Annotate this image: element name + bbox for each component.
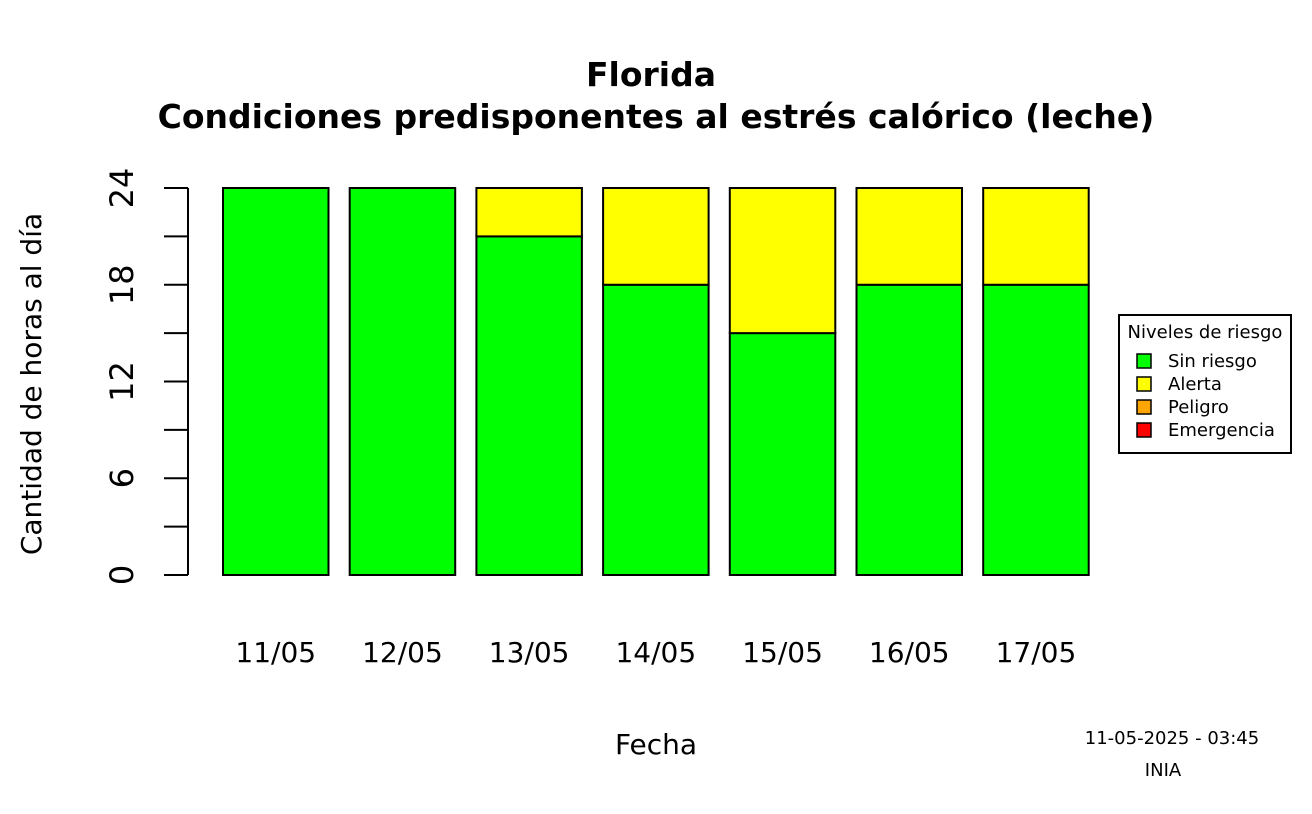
legend-label-emergencia: Emergencia [1168, 420, 1275, 441]
footer-timestamp: 11-05-2025 - 03:45 [1085, 728, 1259, 749]
bar-14-05-sin-riesgo [602, 283, 710, 576]
y-axis: 0 6 12 18 24 [103, 168, 189, 585]
bar-13-05-alerta [475, 187, 583, 238]
chart-subtitle: Condiciones predisponentes al estrés cal… [158, 97, 1155, 136]
legend-box [1118, 314, 1292, 454]
legend: Niveles de riesgo Sin riesgoAlertaPeligr… [1118, 314, 1292, 454]
bar-16-05-sin-riesgo [855, 283, 963, 576]
legend-label-peligro: Peligro [1168, 397, 1229, 418]
legend-label-sin-riesgo: Sin riesgo [1168, 351, 1257, 372]
x-tick-label-11-05: 11/05 [235, 636, 316, 669]
y-tick-label-0: 0 [103, 565, 141, 585]
legend-title: Niveles de riesgo [1128, 322, 1283, 343]
x-tick-label-12-05: 12/05 [362, 636, 443, 669]
x-tick-label-16-05: 16/05 [869, 636, 950, 669]
y-tick-label-18: 18 [103, 264, 141, 305]
x-tick-label-15-05: 15/05 [742, 636, 823, 669]
y-tick-label-6: 6 [103, 468, 141, 488]
x-axis-label: Fecha [615, 728, 697, 761]
bars-layer [222, 187, 1090, 576]
bar-17-05-alerta [982, 187, 1090, 286]
bar-12-05-sin-riesgo [348, 187, 457, 576]
bar-14-05-alerta [602, 187, 710, 286]
footer-source: INIA [1145, 760, 1182, 781]
bar-17-05-sin-riesgo [982, 283, 1090, 576]
y-axis-label: Cantidad de horas al día [15, 213, 48, 555]
legend-swatch-alerta [1136, 376, 1152, 392]
x-axis: 11/05 12/05 13/05 14/05 15/05 16/05 17/05 [235, 636, 1076, 669]
bar-16-05-alerta [855, 187, 963, 286]
y-tick-label-12: 12 [103, 361, 141, 402]
x-tick-label-17-05: 17/05 [996, 636, 1077, 669]
bar-11-05-sin-riesgo [222, 187, 330, 576]
legend-label-alerta: Alerta [1168, 374, 1222, 395]
bar-15-05-alerta [728, 187, 837, 335]
x-tick-label-13-05: 13/05 [489, 636, 570, 669]
legend-swatch-emergencia [1136, 422, 1152, 438]
x-tick-label-14-05: 14/05 [615, 636, 696, 669]
legend-swatch-peligro [1136, 399, 1152, 415]
bar-13-05-sin-riesgo [475, 235, 583, 576]
legend-swatch-sin-riesgo [1136, 353, 1152, 369]
bar-15-05-sin-riesgo [728, 332, 837, 576]
y-tick-label-24: 24 [103, 168, 141, 209]
chart-title: Florida [586, 55, 716, 94]
